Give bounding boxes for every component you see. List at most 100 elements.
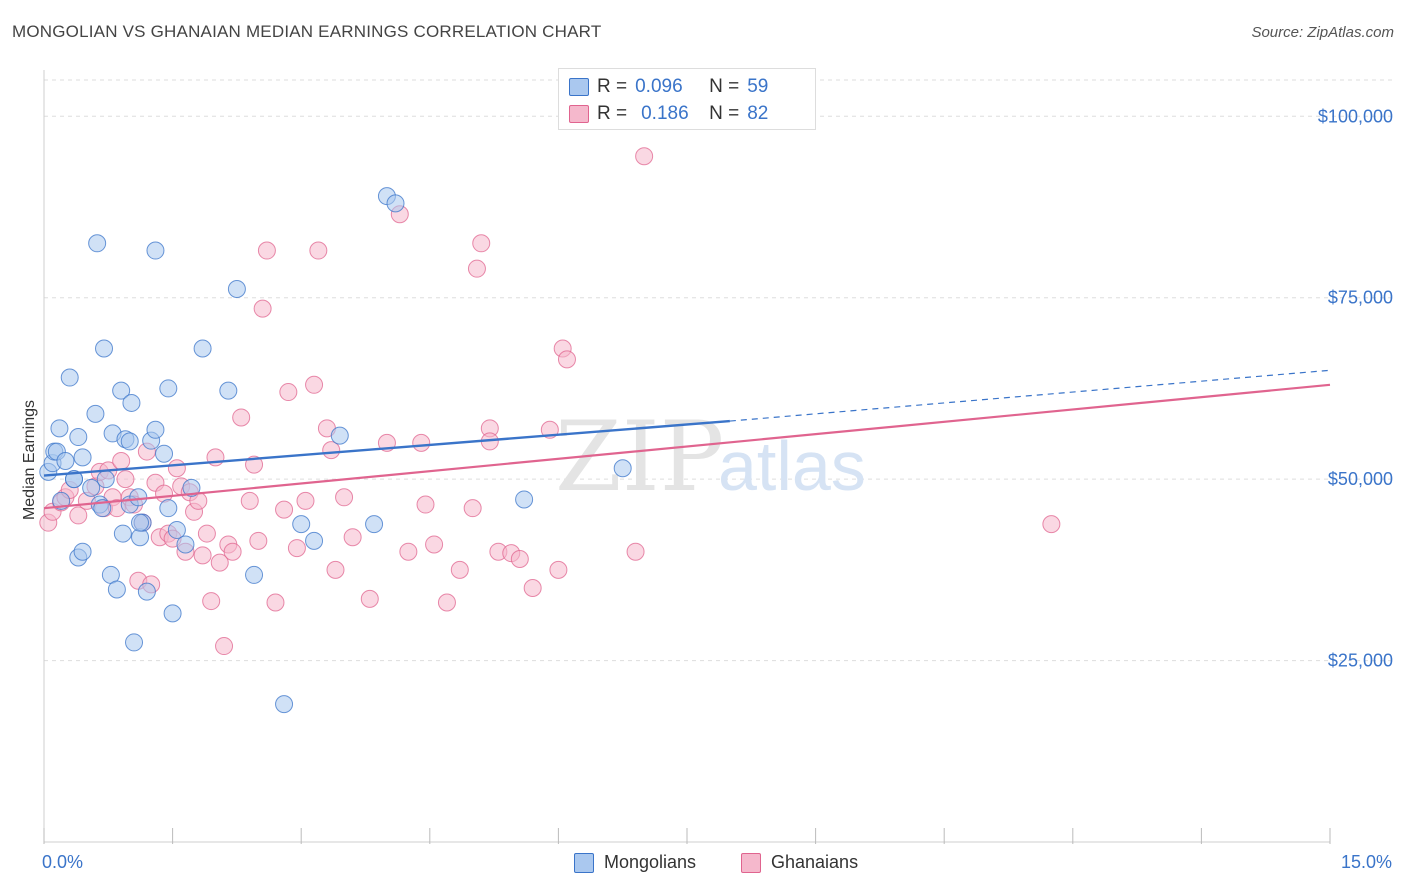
mongolian-point: [227, 280, 246, 299]
ghanaian-point: [116, 470, 135, 489]
ghanaian-point: [399, 542, 418, 561]
ghanaian-point: [266, 593, 285, 612]
x-axis-min-label: 0.0%: [42, 852, 84, 872]
ghanaian-point: [425, 535, 444, 554]
ghanaian-point: [197, 524, 216, 543]
ghanaian-point: [472, 234, 491, 253]
mongolian-point: [305, 531, 324, 550]
mongolians-points: [39, 187, 632, 714]
legend-swatch-blue: [574, 852, 594, 873]
mongolian-point: [69, 428, 88, 447]
mongolian-point: [113, 524, 132, 543]
mongolian-point: [129, 488, 148, 507]
mongolian-point: [245, 565, 264, 584]
mongolian-point: [88, 234, 107, 253]
y-tick-label: $75,000: [1328, 288, 1393, 308]
mongolian-point: [120, 432, 139, 451]
x-axis-max-label: 15.0%: [1340, 852, 1392, 872]
ghanaian-point: [416, 495, 435, 514]
r-label: R =: [597, 76, 628, 97]
ghanaian-point: [335, 488, 354, 507]
ghanaian-point: [257, 241, 276, 260]
ghanaian-point: [626, 542, 645, 561]
ghanaian-point: [549, 560, 568, 579]
ghanaian-point: [253, 299, 272, 318]
legend-item-ghanaians[interactable]: Ghanaians: [741, 852, 858, 873]
ghanaians-trend-line: [43, 383, 1331, 510]
r-label: R =: [597, 103, 628, 124]
mongolian-point: [60, 368, 79, 387]
ghanaian-point: [360, 589, 379, 608]
watermark: ZIP atlas: [555, 401, 866, 513]
mongolian-point: [163, 604, 182, 623]
ghanaian-point: [249, 531, 268, 550]
ghanaian-point: [275, 500, 294, 519]
ghanaian-point: [437, 593, 456, 612]
r-value: 0.186: [641, 103, 689, 124]
ghanaian-point: [287, 539, 306, 558]
mongolian-point: [122, 393, 141, 412]
mongolian-point: [56, 452, 75, 470]
mongolian-point: [86, 404, 105, 423]
mongolian-point: [219, 381, 238, 400]
n-value: 82: [747, 103, 769, 124]
ghanaian-point: [635, 147, 654, 166]
mongolian-point: [146, 420, 165, 439]
mongolian-point: [613, 459, 632, 478]
ghanaian-point: [210, 553, 229, 572]
ghanaian-point: [240, 491, 259, 510]
mongolian-point: [275, 695, 294, 714]
mongolian-point: [167, 520, 186, 539]
ghanaian-point: [467, 259, 486, 278]
mongolian-point: [65, 470, 84, 489]
mongolian-point: [73, 542, 92, 561]
mongolian-point: [146, 241, 165, 260]
mongolian-point: [386, 194, 405, 213]
mongolian-point: [137, 582, 156, 601]
ghanaian-point: [412, 433, 431, 452]
ghanaian-point: [557, 350, 576, 369]
y-axis-title: Median Earnings: [21, 399, 38, 521]
ghanaian-point: [215, 637, 234, 656]
mongolian-point: [50, 419, 69, 438]
ghanaian-point: [322, 441, 341, 460]
ghanaian-point: [223, 542, 242, 561]
ghanaian-point: [309, 241, 328, 260]
n-label: N =: [709, 76, 740, 97]
legend-swatch-pink: [741, 852, 761, 873]
ghanaian-point: [343, 528, 362, 547]
mongolian-point: [176, 535, 195, 554]
mongolian-point: [107, 580, 126, 599]
ghanaian-point: [523, 579, 542, 597]
mongolians-trend-extension: [729, 369, 1331, 422]
mongolian-point: [159, 499, 178, 518]
correlation-legend: R = 0.096 N = 59 R = 0.186 N = 82: [558, 68, 816, 130]
source-label: Source: ZipAtlas.com: [1251, 24, 1394, 41]
mongolian-point: [330, 426, 349, 445]
legend-swatch-pink: [569, 105, 589, 123]
ghanaian-point: [463, 499, 482, 518]
n-value: 59: [747, 76, 769, 97]
mongolian-point: [292, 515, 311, 534]
mongolian-point: [365, 515, 384, 534]
ghanaian-point: [69, 506, 88, 525]
ghanaian-point: [1042, 515, 1061, 534]
ghanaian-point: [202, 592, 221, 611]
ghanaian-point: [193, 546, 212, 565]
n-label: N =: [709, 103, 740, 124]
mongolian-point: [155, 444, 174, 463]
mongolian-point: [125, 633, 144, 652]
r-value: 0.096: [635, 76, 683, 97]
mongolian-point: [82, 478, 101, 497]
mongolian-point: [515, 490, 534, 509]
y-tick-labels: $25,000 $50,000 $75,000 $100,000: [1318, 106, 1393, 670]
chart-title: MONGOLIAN VS GHANAIAN MEDIAN EARNINGS CO…: [12, 22, 602, 41]
legend-item-mongolians[interactable]: Mongolians: [574, 852, 696, 873]
watermark-atlas: atlas: [718, 427, 866, 505]
ghanaian-point: [450, 560, 469, 579]
ghanaian-point: [112, 452, 131, 470]
ghanaian-point: [167, 459, 186, 478]
mongolian-point: [96, 470, 115, 489]
y-tick-label: $50,000: [1328, 469, 1393, 489]
